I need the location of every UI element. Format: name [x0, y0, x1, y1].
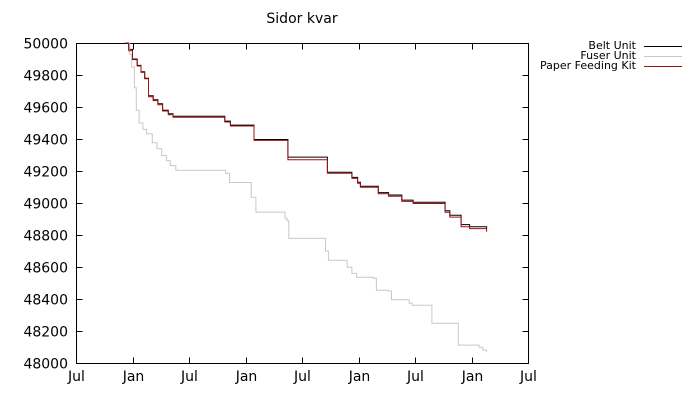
- x-tick-label: Jul: [67, 369, 85, 385]
- y-tick-label: 48200: [23, 325, 68, 341]
- x-tick-label: Jul: [180, 369, 198, 385]
- legend-label: Fuser Unit: [580, 49, 636, 62]
- chart-title: Sidor kvar: [266, 11, 338, 27]
- y-tick-label: 50000: [23, 37, 68, 53]
- legend-label: Belt Unit: [588, 39, 636, 52]
- y-tick-label: 48800: [23, 229, 68, 245]
- x-tick-label: Jan: [122, 369, 145, 385]
- legend-item-fuser-unit: Fuser Unit: [540, 49, 682, 62]
- series-belt-unit: [125, 42, 488, 229]
- x-tick-label: Jul: [519, 369, 537, 385]
- legend-item-belt-unit: Belt Unit: [540, 39, 682, 52]
- x-tick-label: Jan: [348, 369, 371, 385]
- y-axis: 48000 48200 48400 48600 48800 49000 49200 49400…: [23, 37, 529, 373]
- y-tick-label: 49400: [23, 133, 68, 149]
- legend: Belt Unit Fuser Unit Paper Feeding Kit: [540, 39, 682, 72]
- y-tick-label: 48600: [23, 261, 68, 277]
- y-tick-label: 49600: [23, 101, 68, 117]
- y-tick-label: 48400: [23, 293, 68, 309]
- legend-line-sample: [644, 65, 682, 67]
- series-fuser-unit: [127, 42, 488, 352]
- y-tick-label: 49800: [23, 69, 68, 85]
- legend-line-sample: [644, 55, 682, 57]
- legend-item-paper-feeding-kit: Paper Feeding Kit: [540, 59, 682, 72]
- x-axis: Jul Jan Jul Jan Jul Jan Jul Jan Jul: [67, 43, 537, 385]
- legend-line-sample: [644, 45, 682, 47]
- legend-label: Paper Feeding Kit: [540, 59, 636, 72]
- x-tick-label: Jul: [293, 369, 311, 385]
- series-paper-feeding-kit: [125, 42, 488, 232]
- x-tick-label: Jan: [461, 369, 484, 385]
- x-tick-label: Jul: [406, 369, 424, 385]
- x-tick-label: Jan: [235, 369, 258, 385]
- y-tick-label: 49200: [23, 165, 68, 181]
- plot-frame: [76, 43, 529, 364]
- y-tick-label: 48000: [23, 357, 68, 373]
- y-tick-label: 49000: [23, 197, 68, 213]
